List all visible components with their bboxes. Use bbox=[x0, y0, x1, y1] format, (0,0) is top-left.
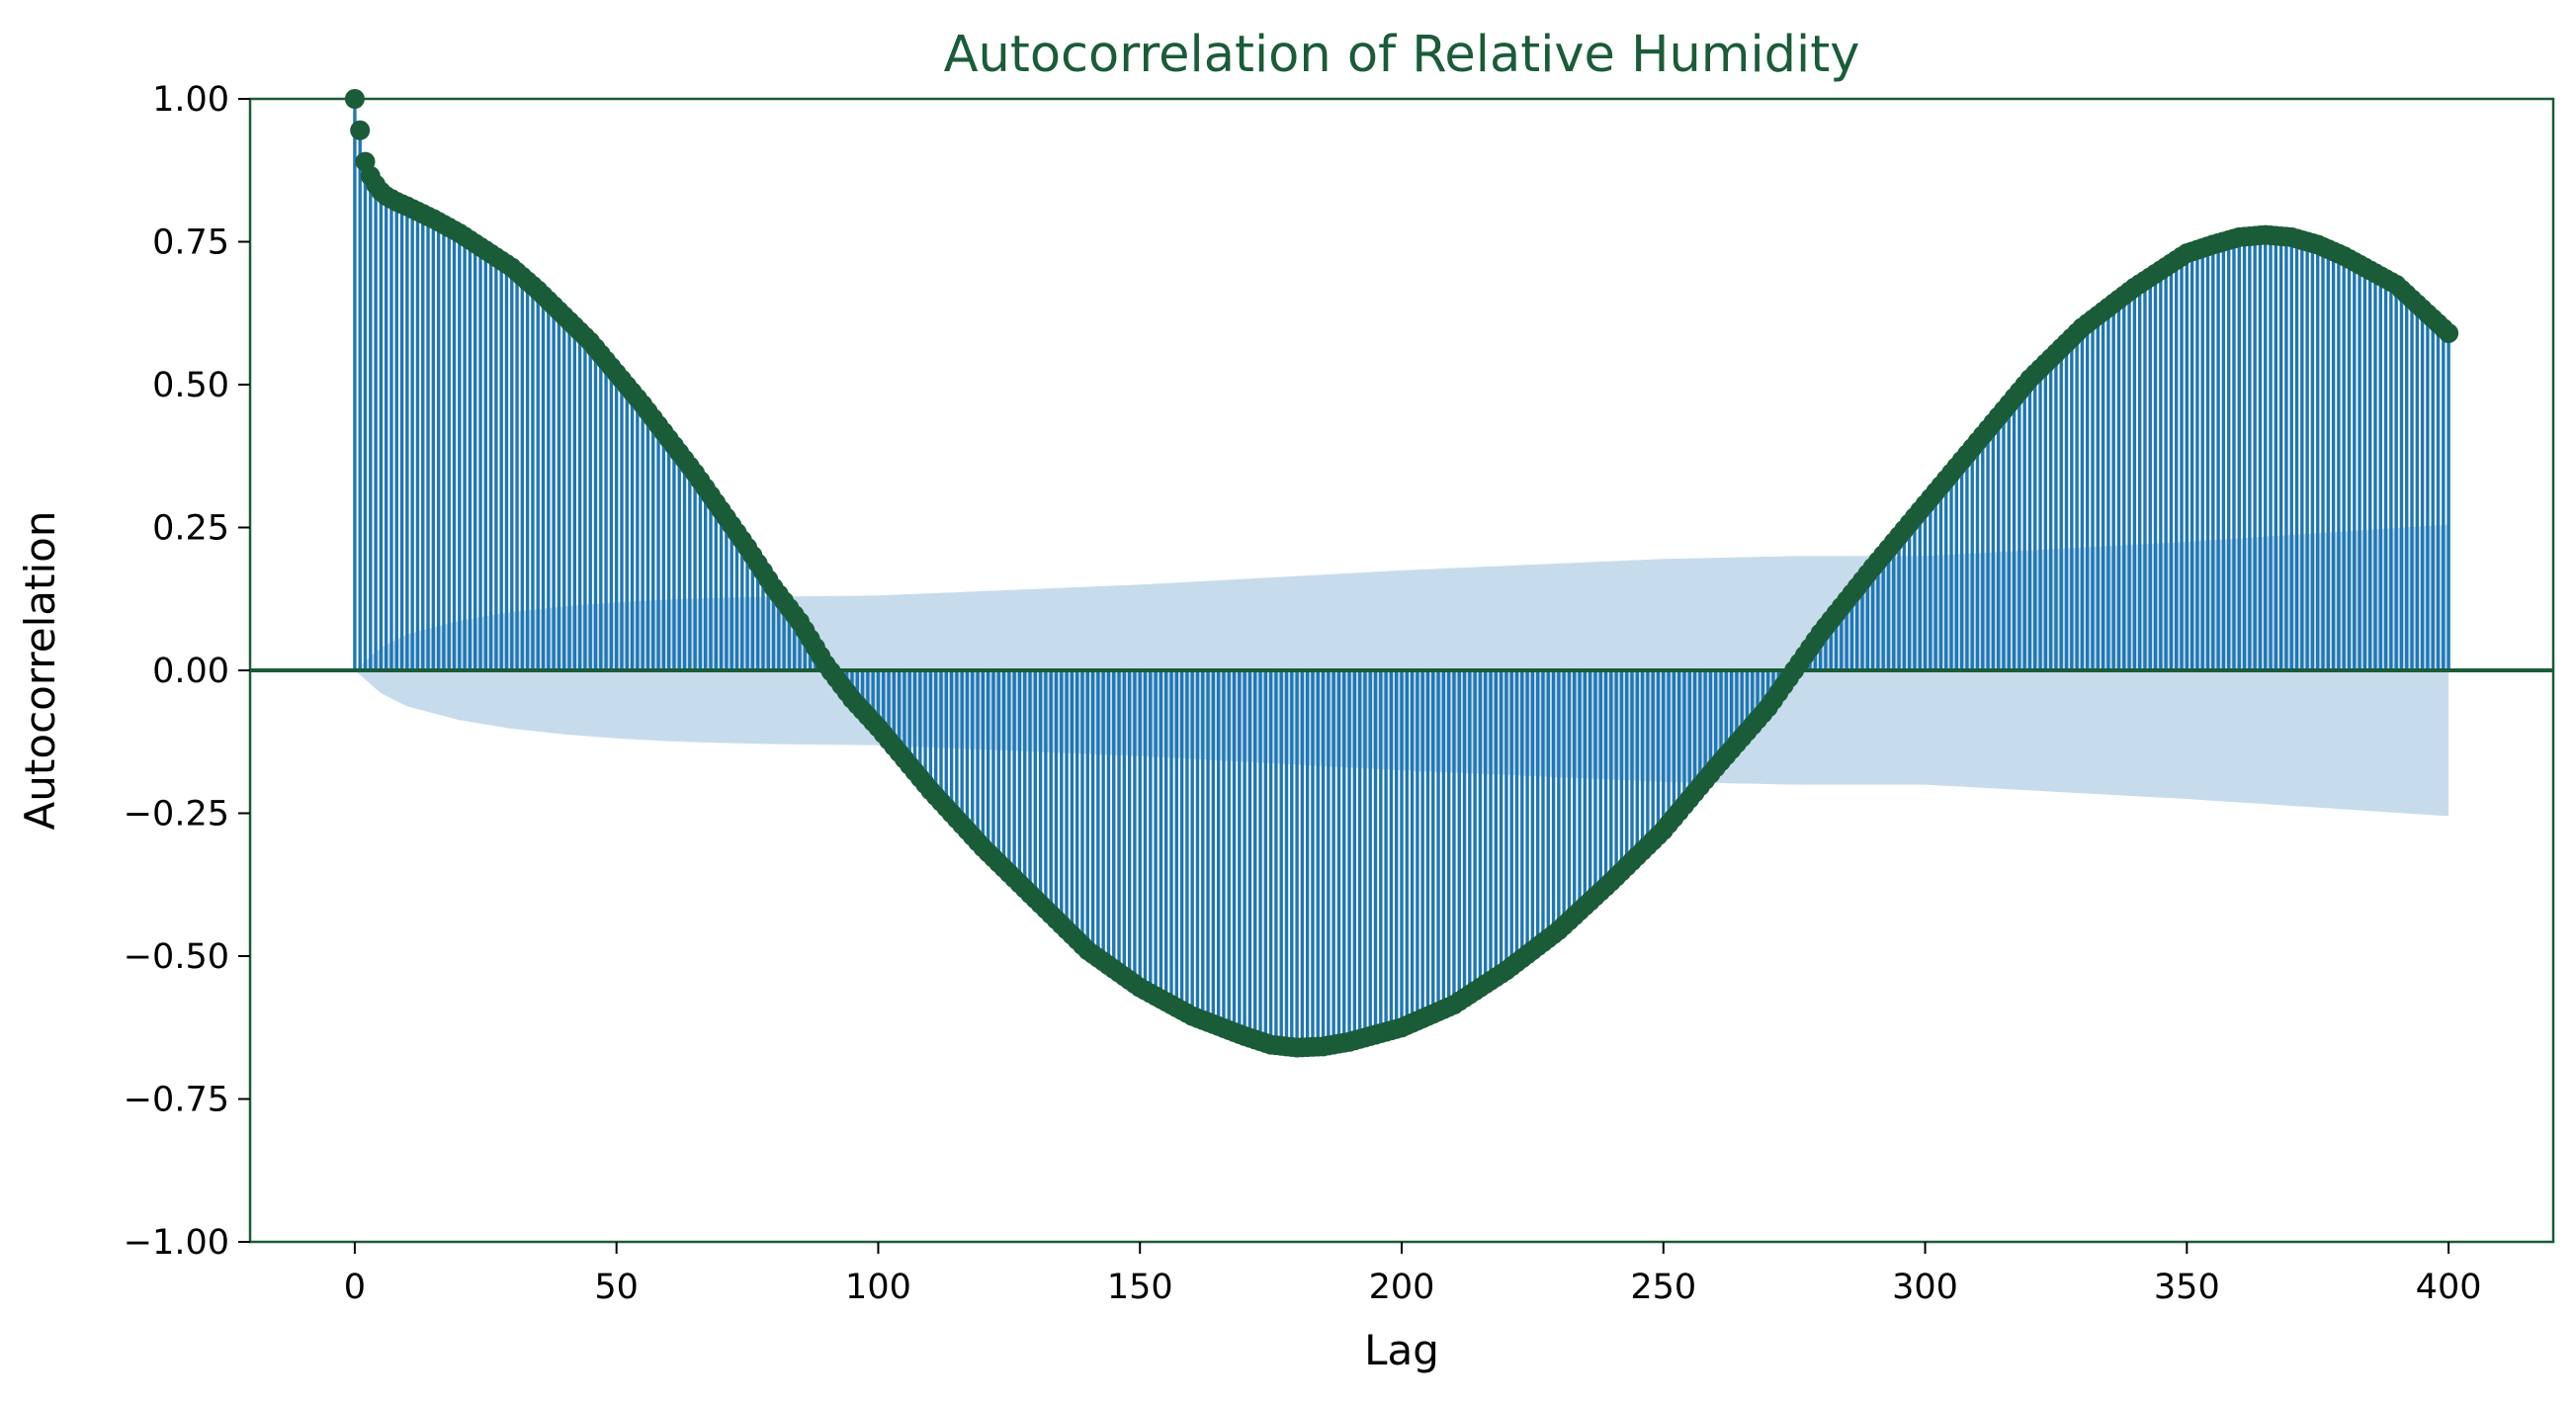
y-tick-label: 0.75 bbox=[152, 223, 229, 263]
x-axis-label: Lag bbox=[1364, 1326, 1439, 1374]
x-tick-label: 0 bbox=[344, 1268, 366, 1307]
x-tick-label: 50 bbox=[594, 1268, 639, 1307]
x-tick-label: 350 bbox=[2154, 1268, 2220, 1307]
x-tick-label: 250 bbox=[1630, 1268, 1696, 1307]
y-tick-label: −0.75 bbox=[124, 1081, 229, 1120]
ticks-layer: 0 50 100 150 200 250 300 350 400 1.00 0.75 0.50 0.25… bbox=[124, 80, 2482, 1307]
y-tick-label: 0.25 bbox=[152, 509, 229, 549]
y-axis-label: Autocorrelation bbox=[16, 511, 64, 831]
acf-stems-layer bbox=[353, 99, 2450, 1048]
y-tick-label: −1.00 bbox=[124, 1223, 229, 1263]
x-tick-label: 400 bbox=[2416, 1268, 2482, 1307]
y-tick-label: 0.50 bbox=[152, 366, 229, 405]
x-tick-label: 200 bbox=[1369, 1268, 1435, 1307]
acf-markers-layer bbox=[344, 89, 2459, 1058]
acf-point bbox=[2439, 322, 2459, 343]
x-tick-label: 150 bbox=[1107, 1268, 1173, 1307]
y-tick-label: −0.50 bbox=[124, 937, 229, 977]
chart-title: Autocorrelation of Relative Humidity bbox=[944, 26, 1860, 84]
acf-point bbox=[350, 120, 371, 140]
y-tick-label: 0.00 bbox=[152, 652, 229, 691]
y-tick-label: −0.25 bbox=[124, 795, 229, 835]
x-tick-label: 300 bbox=[1892, 1268, 1958, 1307]
x-tick-label: 100 bbox=[845, 1268, 911, 1307]
y-tick-label: 1.00 bbox=[152, 80, 229, 120]
